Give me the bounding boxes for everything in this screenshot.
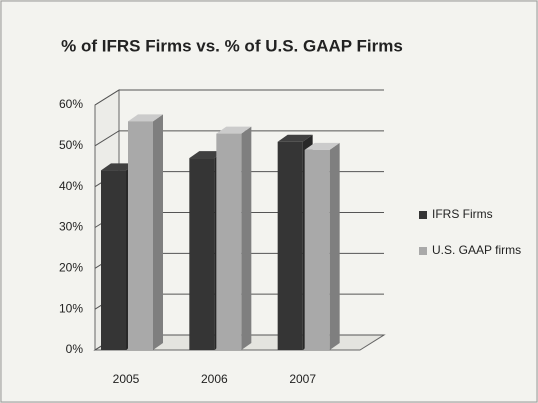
grid-line	[94, 130, 384, 147]
legend-label: U.S. GAAP firms	[432, 243, 521, 257]
y-tick-label: 40%	[59, 179, 83, 193]
x-tick-label: 2005	[113, 372, 140, 386]
legend-swatch	[419, 211, 427, 219]
y-tick-label: 10%	[59, 301, 83, 315]
bar	[101, 170, 126, 350]
bar-top	[189, 151, 225, 159]
bar-side	[241, 126, 252, 350]
y-tick-label: 0%	[66, 342, 84, 356]
bar	[128, 121, 153, 350]
bar-top	[277, 134, 313, 142]
legend-label: IFRS Firms	[432, 207, 493, 221]
legend-swatch	[419, 247, 427, 255]
bar-side	[329, 142, 340, 350]
bar	[304, 149, 330, 350]
bar-top	[304, 142, 340, 150]
bar-top	[101, 163, 136, 171]
bar	[216, 133, 242, 350]
bar-top	[216, 126, 252, 134]
bar-top	[128, 114, 163, 122]
bar	[277, 141, 303, 350]
y-tick-label: 50%	[59, 138, 83, 152]
bar-side	[153, 114, 163, 350]
y-tick-label: 30%	[59, 220, 83, 234]
x-tick-label: 2006	[201, 372, 228, 386]
x-tick-label: 2007	[289, 372, 316, 386]
chart-title: % of IFRS Firms vs. % of U.S. GAAP Firms	[61, 36, 403, 55]
bar	[189, 158, 215, 350]
y-tick-label: 60%	[59, 97, 83, 111]
y-tick-label: 20%	[59, 261, 83, 275]
grid-line	[94, 89, 384, 106]
